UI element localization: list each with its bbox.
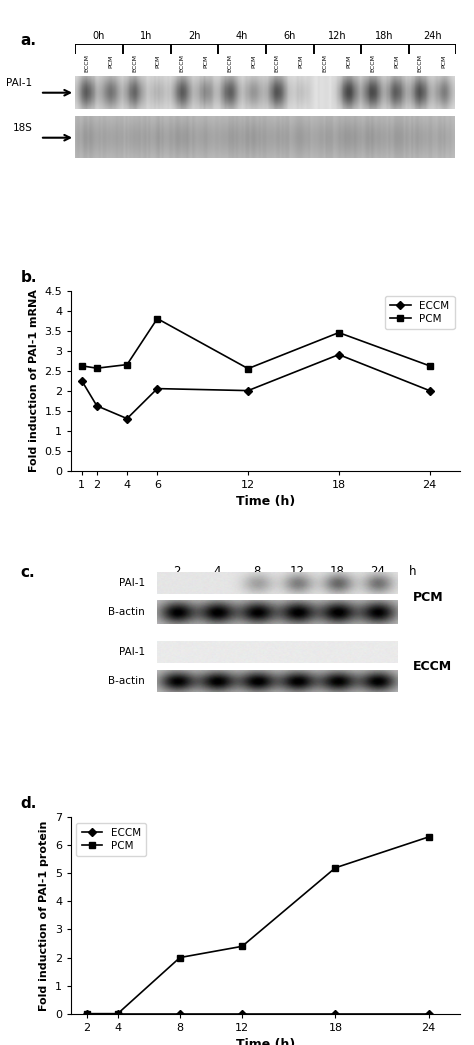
PCM [427, 359, 432, 372]
Text: h: h [409, 564, 417, 578]
Text: 8: 8 [253, 564, 261, 578]
ECCM [336, 348, 342, 361]
Text: 1h: 1h [140, 31, 153, 42]
Text: ECCM: ECCM [370, 54, 375, 72]
Text: 18S: 18S [12, 123, 32, 133]
Legend: ECCM, PCM: ECCM, PCM [385, 296, 455, 329]
Line: PCM: PCM [83, 834, 432, 1017]
Text: a.: a. [20, 33, 36, 48]
ECCM [84, 1007, 90, 1020]
Text: PCM: PCM [251, 54, 256, 68]
PCM [84, 1007, 90, 1020]
Text: ECCM: ECCM [227, 54, 232, 72]
PCM [245, 363, 251, 375]
ECCM [177, 1007, 183, 1020]
X-axis label: Time (h): Time (h) [236, 495, 295, 508]
PCM [426, 831, 431, 843]
Text: PCM: PCM [156, 54, 161, 68]
Text: 18: 18 [330, 564, 345, 578]
ECCM [94, 399, 100, 412]
ECCM [333, 1007, 338, 1020]
Text: PAI-1: PAI-1 [119, 647, 145, 656]
Text: PCM: PCM [108, 54, 113, 68]
Text: ECCM: ECCM [322, 54, 328, 72]
Text: 12: 12 [290, 564, 305, 578]
Text: 12h: 12h [328, 31, 346, 42]
Text: ECCM: ECCM [418, 54, 423, 72]
Text: PCM: PCM [346, 54, 351, 68]
Text: PCM: PCM [413, 590, 444, 604]
Text: PCM: PCM [394, 54, 399, 68]
X-axis label: Time (h): Time (h) [236, 1039, 295, 1045]
Text: B-actin: B-actin [108, 676, 145, 687]
Line: ECCM: ECCM [79, 351, 433, 422]
Text: PCM: PCM [299, 54, 304, 68]
ECCM [245, 385, 251, 397]
Text: PAI-1: PAI-1 [119, 578, 145, 588]
Text: c.: c. [20, 564, 35, 580]
Text: 0h: 0h [92, 31, 105, 42]
PCM [239, 940, 245, 953]
Text: ECCM: ECCM [84, 54, 90, 72]
Y-axis label: Fold induction of PAI-1 protein: Fold induction of PAI-1 protein [39, 820, 49, 1011]
Text: 4h: 4h [236, 31, 248, 42]
Legend: ECCM, PCM: ECCM, PCM [76, 822, 146, 856]
PCM [115, 1007, 120, 1020]
PCM [336, 326, 342, 339]
Text: 2h: 2h [188, 31, 201, 42]
ECCM [426, 1007, 431, 1020]
Text: 2: 2 [173, 564, 181, 578]
ECCM [239, 1007, 245, 1020]
Text: PCM: PCM [203, 54, 209, 68]
Text: B-actin: B-actin [108, 607, 145, 618]
PCM [94, 362, 100, 374]
Text: d.: d. [20, 796, 37, 811]
PCM [155, 312, 160, 325]
Text: ECCM: ECCM [132, 54, 137, 72]
Text: 24h: 24h [423, 31, 441, 42]
Text: PCM: PCM [441, 54, 447, 68]
Text: 18h: 18h [375, 31, 394, 42]
Text: 6h: 6h [283, 31, 295, 42]
Text: ECCM: ECCM [413, 660, 452, 673]
Text: 4: 4 [213, 564, 220, 578]
PCM [79, 359, 84, 372]
ECCM [124, 413, 130, 425]
ECCM [79, 374, 84, 387]
ECCM [115, 1007, 120, 1020]
Text: ECCM: ECCM [180, 54, 184, 72]
Text: b.: b. [20, 271, 37, 285]
ECCM [155, 382, 160, 395]
PCM [333, 861, 338, 874]
PCM [177, 951, 183, 963]
Line: PCM: PCM [79, 316, 433, 372]
Y-axis label: Fold induction of PAI-1 mRNA: Fold induction of PAI-1 mRNA [29, 289, 39, 472]
PCM [124, 358, 130, 371]
Text: 24: 24 [370, 564, 385, 578]
ECCM [427, 385, 432, 397]
Text: PAI-1: PAI-1 [6, 77, 32, 88]
Text: ECCM: ECCM [275, 54, 280, 72]
Line: ECCM: ECCM [83, 1011, 432, 1017]
